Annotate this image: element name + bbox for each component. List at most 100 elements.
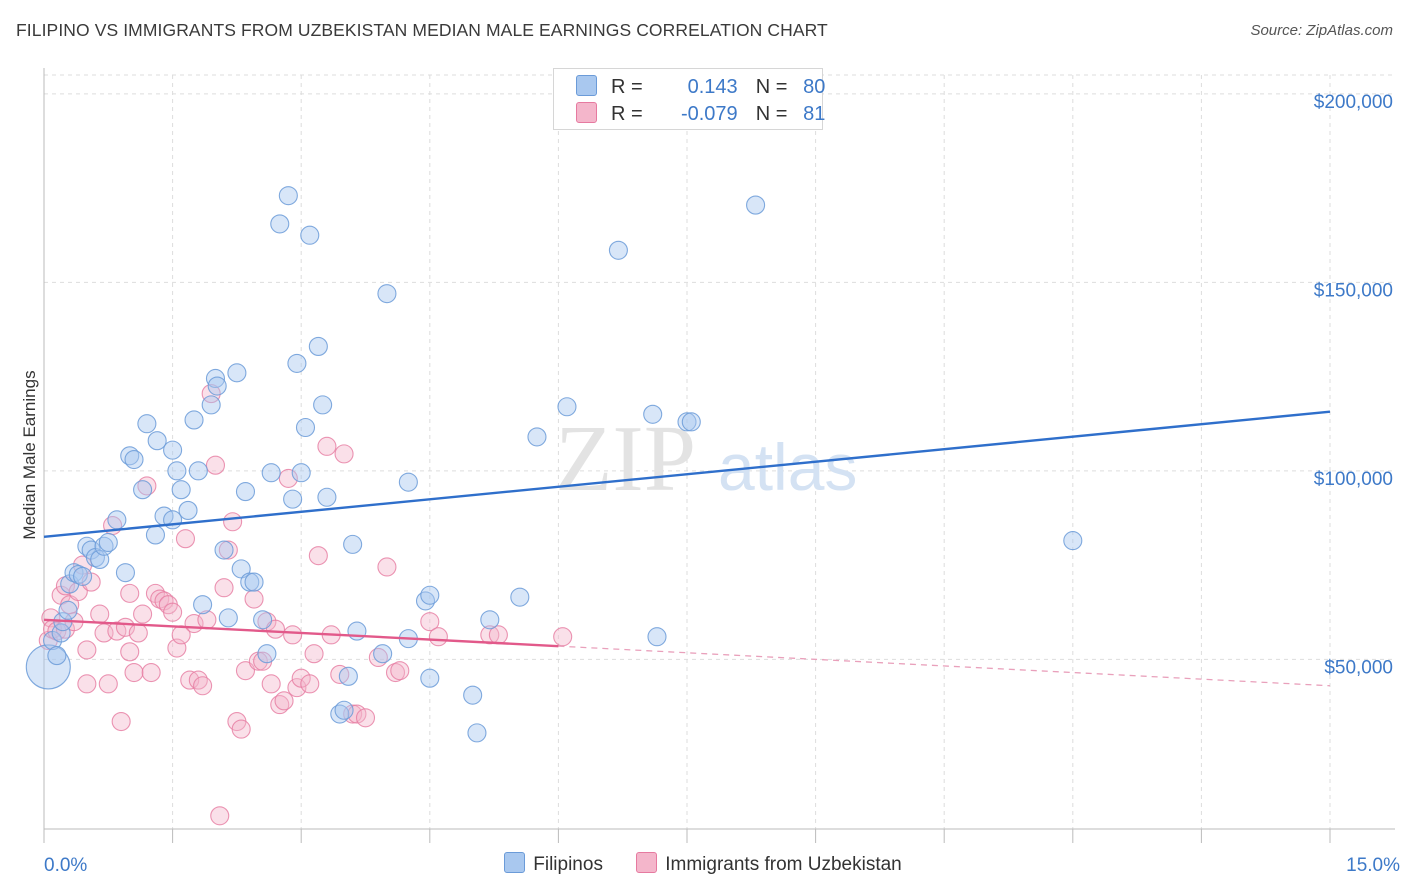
point-filipinos-75 (643, 404, 663, 424)
point-uzbekistan-75 (390, 661, 410, 681)
legend-swatch-filipinos (504, 852, 526, 873)
point-filipinos-29 (178, 500, 198, 520)
point-filipinos-27 (167, 461, 187, 481)
point-filipinos-25 (163, 510, 183, 530)
point-uzbekistan-44 (214, 578, 234, 598)
point-filipinos-74 (608, 240, 628, 260)
point-filipinos-79 (746, 195, 766, 215)
point-filipinos-49 (287, 353, 307, 373)
point-filipinos-16 (107, 510, 127, 530)
point-filipinos-9 (73, 566, 93, 586)
y-tick-labels: $50,000 $100,000 $150,000 $200,000 (1314, 92, 1393, 678)
point-filipinos-70 (480, 610, 500, 630)
point-uzbekistan-32 (163, 602, 183, 622)
trend-lines (43, 410, 1331, 687)
point-filipinos-26 (163, 440, 183, 460)
point-uzbekistan-16 (98, 674, 118, 694)
point-uzbekistan-64 (308, 546, 328, 566)
point-filipinos-46 (270, 214, 290, 234)
legend-n-value-1: 80 (803, 76, 826, 98)
point-uzbekistan-39 (193, 676, 213, 696)
stats-legend: R = 0.143 N = 80 R = -0.079 N = 81 (553, 68, 826, 130)
point-filipinos-34 (205, 368, 226, 389)
point-filipinos-52 (300, 225, 320, 245)
point-filipinos-28 (171, 480, 191, 500)
point-filipinos-55 (317, 487, 337, 507)
trend-line-filipinos (43, 410, 1331, 539)
point-filipinos-80 (1063, 531, 1083, 551)
point-filipinos-45 (261, 463, 281, 483)
point-filipinos-57 (334, 700, 354, 720)
series-legend: Filipinos Immigrants from Uzbekistan (0, 852, 1406, 876)
point-filipinos-43 (253, 610, 273, 630)
point-filipinos-30 (184, 410, 204, 430)
point-filipinos-48 (283, 489, 303, 509)
point-filipinos-33 (201, 395, 221, 415)
point-filipinos-36 (214, 540, 234, 560)
point-uzbekistan-58 (278, 468, 298, 488)
legend-swatch-uzbekistan (636, 852, 658, 873)
trend-line-uzbekistan (43, 618, 559, 648)
point-filipinos-0 (25, 644, 71, 690)
point-filipinos-60 (347, 621, 367, 641)
point-filipinos-23 (147, 431, 167, 451)
point-uzbekistan-71 (355, 708, 376, 728)
trend-line-uzbekistan-extrapolated (558, 645, 1331, 687)
legend-n-label-1: N = (755, 76, 788, 98)
point-filipinos-53 (308, 336, 328, 356)
point-filipinos-35 (207, 376, 227, 396)
point-filipinos-50 (291, 463, 311, 483)
point-filipinos-78 (681, 412, 701, 432)
legend-n-label-2: N = (755, 103, 788, 125)
point-filipinos-76 (647, 627, 667, 647)
point-filipinos-20 (133, 480, 153, 500)
point-filipinos-73 (557, 397, 577, 417)
watermark-zip: ZIP (555, 407, 696, 511)
point-uzbekistan-65 (317, 436, 337, 456)
point-uzbekistan-57 (274, 691, 294, 711)
point-uzbekistan-43 (210, 806, 230, 826)
point-filipinos-62 (377, 284, 397, 304)
point-uzbekistan-50 (244, 589, 264, 609)
point-uzbekistan-73 (377, 557, 397, 577)
point-uzbekistan-21 (120, 583, 140, 603)
point-uzbekistan-27 (141, 662, 161, 683)
point-uzbekistan-41 (201, 384, 221, 404)
legend-r-label-2: R = (611, 103, 643, 125)
point-uzbekistan-49 (235, 661, 256, 681)
point-uzbekistan-35 (175, 529, 196, 549)
point-uzbekistan-25 (133, 604, 153, 624)
point-uzbekistan-77 (428, 627, 448, 647)
point-filipinos-22 (145, 525, 166, 545)
x-tick-label-min: 0.0% (44, 855, 87, 876)
legend-r-label-1: R = (611, 76, 643, 98)
legend-n-value-2: 81 (803, 103, 826, 125)
y-tick-label-1: $100,000 (1314, 469, 1393, 490)
point-filipinos-2 (47, 646, 67, 666)
point-uzbekistan-46 (223, 512, 243, 532)
point-filipinos-37 (218, 608, 238, 628)
point-filipinos-15 (98, 532, 118, 553)
point-filipinos-69 (467, 723, 487, 743)
point-uzbekistan-63 (304, 644, 324, 664)
point-uzbekistan-59 (283, 625, 303, 645)
point-filipinos-38 (227, 363, 247, 383)
point-uzbekistan-19 (111, 712, 131, 732)
point-uzbekistan-76 (420, 612, 440, 632)
legend-r-value-1: 0.143 (687, 76, 738, 98)
point-filipinos-19 (124, 449, 144, 470)
point-filipinos-32 (193, 595, 213, 615)
source-label: Source: ZipAtlas.com (1250, 22, 1393, 39)
legend-item-uzbekistan: Immigrants from Uzbekistan (636, 852, 902, 876)
point-uzbekistan-68 (334, 444, 354, 464)
point-uzbekistan-24 (128, 623, 148, 643)
point-filipinos-68 (463, 685, 483, 705)
legend-r-value-2: -0.079 (680, 103, 738, 125)
y-axis-label: Median Male Earnings (20, 370, 39, 539)
point-filipinos-5 (58, 600, 78, 620)
point-uzbekistan-11 (77, 640, 97, 660)
point-filipinos-59 (343, 534, 363, 554)
point-uzbekistan-60 (287, 678, 307, 698)
point-uzbekistan-23 (124, 662, 144, 683)
